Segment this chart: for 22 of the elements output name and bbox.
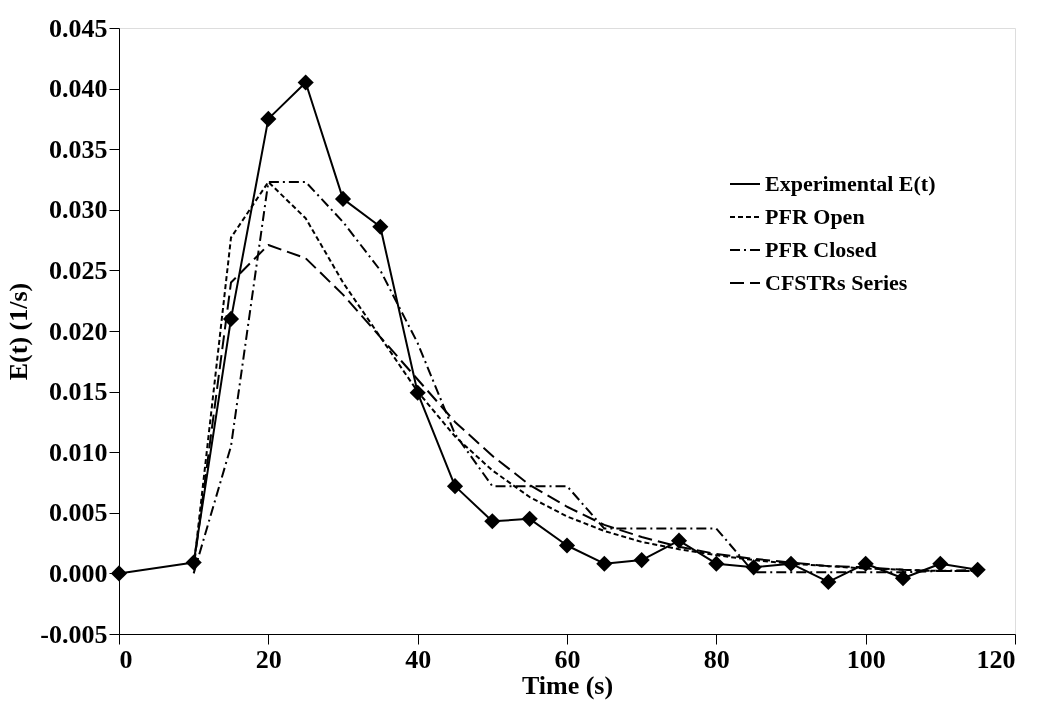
x-tick-label: 40 [405, 644, 432, 674]
y-tick-label: 0.040 [49, 74, 108, 104]
y-tick-label: 0.015 [49, 377, 108, 407]
legend-label: PFR Open [765, 204, 865, 229]
y-tick-label: 0.025 [49, 255, 108, 285]
x-tick-label: 80 [703, 644, 730, 674]
y-tick-label: 0.035 [49, 134, 108, 164]
y-tick-label: 0.005 [49, 498, 108, 528]
y-tick-label: -0.005 [40, 619, 108, 649]
y-axis-title: E(t) (1/s) [4, 282, 34, 381]
y-tick-label: 0.010 [49, 437, 108, 467]
x-tick-label: 120 [976, 644, 1016, 674]
y-tick-label: 0.020 [49, 316, 108, 346]
x-tick-label: 20 [255, 644, 282, 674]
y-tick-label: 0.045 [49, 13, 108, 43]
legend-label: CFSTRs Series [765, 270, 908, 295]
y-tick-label: 0.000 [49, 558, 108, 588]
x-tick-label: 0 [119, 644, 133, 674]
y-tick-label: 0.030 [49, 195, 108, 225]
x-tick-label: 100 [846, 644, 886, 674]
legend-label: PFR Closed [765, 237, 877, 262]
legend-label: Experimental E(t) [765, 171, 936, 196]
